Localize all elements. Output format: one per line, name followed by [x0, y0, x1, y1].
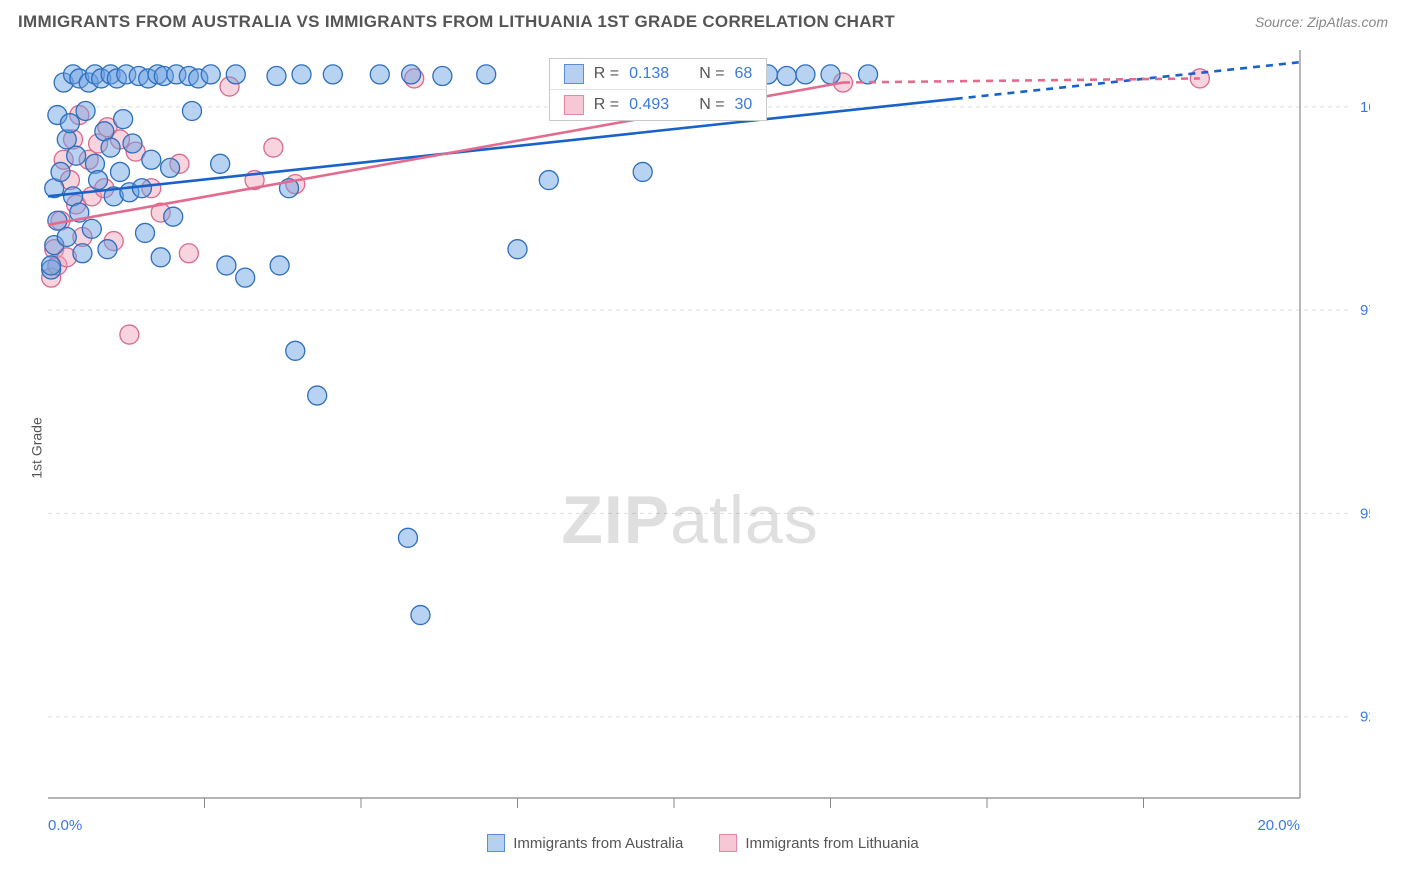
data-point — [82, 219, 101, 238]
series-swatch — [719, 834, 737, 852]
data-point — [57, 228, 76, 247]
data-point — [370, 65, 389, 84]
r-label: R = — [594, 65, 619, 83]
r-value: 0.138 — [629, 65, 669, 83]
data-point — [402, 65, 421, 84]
data-point — [286, 341, 305, 360]
data-point — [508, 240, 527, 259]
data-point — [323, 65, 342, 84]
series-swatch — [564, 64, 584, 84]
legend-item: Immigrants from Australia — [487, 834, 683, 852]
data-point — [411, 606, 430, 625]
chart-source: Source: ZipAtlas.com — [1255, 14, 1388, 30]
n-label: N = — [699, 65, 724, 83]
correlation-row: R = 0.493 N = 30 — [550, 89, 767, 120]
legend-label: Immigrants from Lithuania — [745, 835, 918, 852]
n-value: 68 — [735, 65, 753, 83]
data-point — [164, 207, 183, 226]
y-tick-label: 92.5% — [1360, 709, 1370, 726]
data-point — [67, 146, 86, 165]
trend-line-extrapolated — [843, 78, 1200, 82]
legend-label: Immigrants from Australia — [513, 835, 683, 852]
data-point — [226, 65, 245, 84]
data-point — [179, 244, 198, 263]
data-point — [236, 268, 255, 287]
chart-title: IMMIGRANTS FROM AUSTRALIA VS IMMIGRANTS … — [18, 12, 895, 32]
data-point — [89, 171, 108, 190]
data-point — [98, 240, 117, 259]
legend-item: Immigrants from Lithuania — [719, 834, 918, 852]
y-axis-label: 1st Grade — [29, 417, 45, 478]
data-point — [777, 67, 796, 86]
data-point — [633, 162, 652, 181]
data-point — [211, 154, 230, 173]
data-point — [270, 256, 289, 275]
data-point — [114, 110, 133, 129]
data-point — [120, 325, 139, 344]
chart-area: 1st Grade 92.5%95.0%97.5%100.0%0.0%20.0%… — [0, 38, 1406, 858]
data-point — [123, 134, 142, 153]
data-point — [161, 158, 180, 177]
data-point — [217, 256, 236, 275]
r-value: 0.493 — [629, 96, 669, 114]
y-tick-label: 100.0% — [1360, 99, 1370, 116]
correlation-row: R = 0.138 N = 68 — [550, 59, 767, 89]
data-point — [201, 65, 220, 84]
correlation-legend-box: R = 0.138 N = 68 R = 0.493 N = 30 — [549, 58, 768, 121]
r-label: R = — [594, 96, 619, 114]
data-point — [796, 65, 815, 84]
data-point — [101, 138, 120, 157]
y-tick-label: 95.0% — [1360, 505, 1370, 522]
data-point — [264, 138, 283, 157]
series-swatch — [487, 834, 505, 852]
data-point — [136, 223, 155, 242]
data-point — [539, 171, 558, 190]
data-point — [398, 528, 417, 547]
data-point — [60, 114, 79, 133]
data-point — [110, 162, 129, 181]
data-point — [151, 248, 170, 267]
data-point — [433, 67, 452, 86]
n-label: N = — [699, 96, 724, 114]
scatter-plot-svg: 92.5%95.0%97.5%100.0%0.0%20.0% — [0, 38, 1370, 858]
data-point — [42, 256, 61, 275]
data-point — [292, 65, 311, 84]
data-point — [267, 67, 286, 86]
data-point — [76, 101, 95, 120]
data-point — [51, 162, 70, 181]
data-point — [73, 244, 92, 263]
n-value: 30 — [735, 96, 753, 114]
data-point — [308, 386, 327, 405]
legend-series: Immigrants from Australia Immigrants from… — [0, 828, 1406, 858]
data-point — [142, 150, 161, 169]
data-point — [477, 65, 496, 84]
data-point — [182, 101, 201, 120]
series-swatch — [564, 95, 584, 115]
y-tick-label: 97.5% — [1360, 302, 1370, 319]
data-point — [821, 65, 840, 84]
trend-line-extrapolated — [956, 62, 1300, 99]
